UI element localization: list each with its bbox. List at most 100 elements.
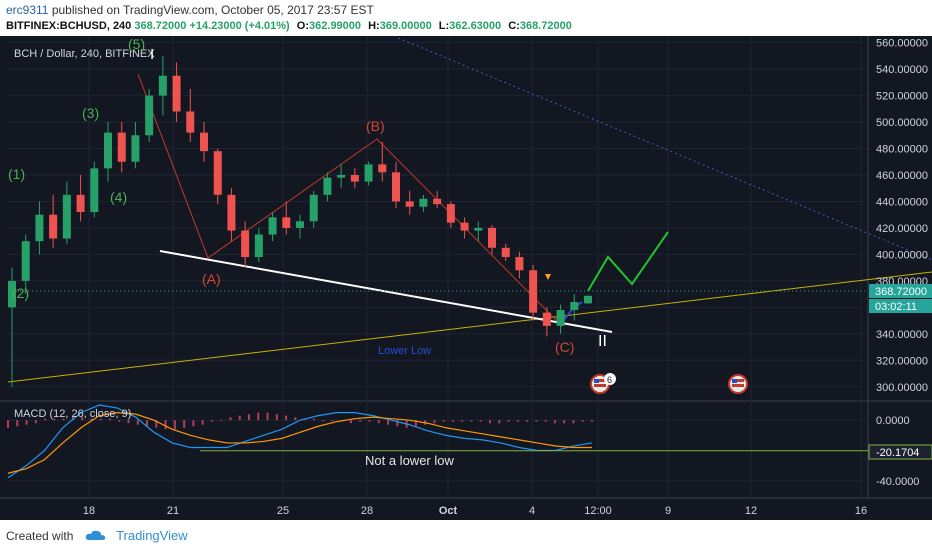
- macd-histogram-bar: [535, 420, 538, 422]
- macd-histogram-bar: [99, 418, 102, 421]
- candle: [145, 88, 154, 142]
- tradingview-logo-icon: [85, 529, 107, 544]
- macd-histogram-bar: [544, 420, 547, 422]
- macd-histogram-bar: [248, 414, 251, 421]
- candle-body: [378, 164, 387, 173]
- candle: [131, 122, 140, 169]
- macd-histogram-bar: [16, 420, 19, 427]
- macd-histogram-bar: [553, 420, 556, 424]
- macd-histogram-bar: [359, 420, 362, 422]
- macd-histogram-bar: [442, 420, 445, 422]
- candle: [104, 122, 112, 182]
- candle: [433, 190, 442, 209]
- last-price-axis-label: 368.72000: [875, 286, 927, 298]
- long-trendline: [7, 271, 932, 383]
- candle: [350, 168, 359, 189]
- price-tick-label: 520.00000: [876, 91, 928, 103]
- candle: [76, 174, 85, 222]
- tradingview-brand[interactable]: TradingView: [116, 528, 188, 543]
- high-value: 369.00000: [379, 20, 432, 32]
- candle: [570, 294, 579, 321]
- candle-body: [268, 217, 277, 235]
- time-tick-label: 25: [277, 505, 289, 517]
- wave-label-4: (4): [110, 189, 127, 205]
- macd-histogram-bar: [62, 418, 65, 421]
- time-tick-label: 12:00: [584, 505, 612, 517]
- support-label: Lower Low: [378, 345, 431, 357]
- candles: [8, 55, 592, 387]
- candle-body: [90, 168, 99, 213]
- economic-event-icon[interactable]: [728, 374, 748, 394]
- macd-histogram-bar: [433, 420, 436, 424]
- price-tick-label: 400.00000: [876, 249, 928, 261]
- macd-histogram-bar: [229, 417, 232, 421]
- candle: [213, 148, 222, 205]
- price-tick-label: 300.00000: [876, 382, 928, 394]
- wave-label-5: (5): [128, 36, 145, 52]
- macd-histogram-bar: [591, 420, 593, 422]
- time-tick-label: 12: [745, 505, 757, 517]
- candle: [405, 190, 414, 215]
- macd-histogram-bar: [470, 420, 473, 422]
- candle-body: [392, 172, 400, 202]
- candle: [227, 188, 236, 242]
- candle-body: [35, 214, 44, 242]
- publish-info: erc9311 published on TradingView.com, Oc…: [6, 3, 374, 17]
- candle: [474, 221, 483, 242]
- time-tick-label: 16: [855, 505, 867, 517]
- macd-histogram-bar: [461, 420, 464, 422]
- resistance-trendline: [397, 37, 932, 261]
- macd-histogram-bar: [257, 412, 260, 421]
- macd-histogram-bar: [238, 415, 241, 421]
- macd-histogram-bar: [127, 420, 130, 424]
- time-tick-label: 28: [361, 505, 373, 517]
- macd-histogram-bar: [53, 418, 56, 421]
- macd-title: MACD (12, 26, close, 9): [14, 408, 131, 420]
- candle: [419, 194, 428, 213]
- macd-histogram-bar: [507, 420, 510, 422]
- candle-body: [309, 194, 318, 222]
- candle-body: [570, 302, 579, 310]
- low-label: L:: [438, 20, 450, 32]
- event-count: 6: [607, 375, 612, 385]
- macd-histogram-bar: [220, 420, 223, 422]
- candle-body: [515, 257, 524, 271]
- price-tick-label: 540.00000: [876, 64, 928, 76]
- wave-label-3: (3): [82, 105, 99, 121]
- time-tick-label: 9: [665, 505, 671, 517]
- ohlc-bar: BITFINEX:BCHUSD, 240 368.72000 +14.23000…: [6, 20, 572, 32]
- macd-histogram-bar: [377, 420, 380, 424]
- footer: Created with TradingView: [0, 520, 932, 550]
- candle-body: [419, 198, 428, 207]
- wave-degree-ii: II: [598, 333, 607, 350]
- candle: [378, 141, 387, 182]
- macd-current-marker: -20.1704: [868, 444, 932, 460]
- time-tick-label: Oct: [439, 505, 458, 517]
- macd-histogram-bar: [201, 420, 204, 425]
- low-value: 362.63000: [449, 20, 502, 32]
- open-label: O:: [296, 20, 310, 32]
- macd-histogram-bar: [489, 420, 492, 424]
- candle-body: [49, 214, 58, 239]
- candle-body: [200, 132, 208, 152]
- macd-histogram-bar: [581, 420, 584, 422]
- candle-body: [227, 194, 236, 231]
- event-count-badge: 6: [604, 373, 616, 385]
- price-tick-label: 460.00000: [876, 170, 928, 182]
- candle-body: [296, 221, 304, 228]
- symbol-label: BITFINEX:BCHUSD, 240: [6, 20, 132, 32]
- candle-body: [117, 132, 126, 162]
- wave-label-a: (A): [202, 271, 221, 287]
- chart-canvas[interactable]: 560.00000 540.00000 520.00000 500.00000 480.…: [0, 36, 932, 520]
- macd-histogram-bar: [275, 414, 278, 421]
- candle: [488, 225, 496, 255]
- price-change: +14.23000 (+4.01%): [189, 20, 290, 32]
- macd-histogram-bar: [322, 420, 325, 422]
- candle-body: [446, 204, 455, 223]
- candle: [49, 194, 58, 248]
- author-link[interactable]: erc9311: [6, 3, 49, 17]
- candle-body: [405, 201, 414, 207]
- candle: [186, 88, 195, 142]
- macd-histogram-bar: [563, 420, 566, 424]
- chart-area[interactable]: 560.00000 540.00000 520.00000 500.00000 480.…: [0, 36, 932, 520]
